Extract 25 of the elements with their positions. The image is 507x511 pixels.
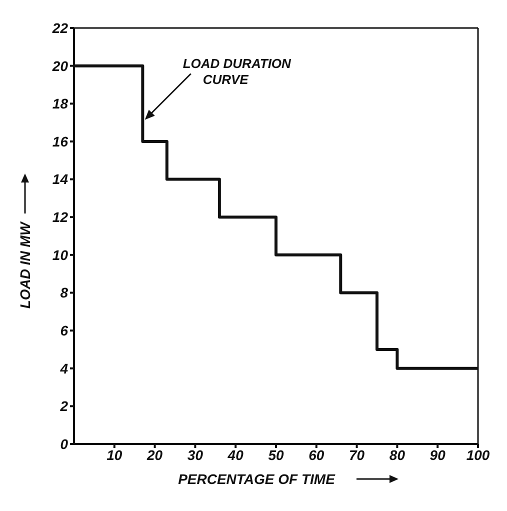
y-tick-label: 0 bbox=[60, 436, 68, 452]
x-tick-label: 90 bbox=[430, 446, 446, 463]
y-tick-label: 4 bbox=[59, 360, 68, 376]
x-tick-label: 100 bbox=[466, 446, 490, 463]
y-tick-label: 18 bbox=[52, 96, 68, 112]
x-tick-label: 60 bbox=[308, 446, 324, 463]
x-tick-label: 80 bbox=[389, 446, 406, 463]
y-tick-label: 22 bbox=[51, 20, 68, 36]
annotation: LOAD DURATION CURVE bbox=[182, 56, 292, 87]
y-tick-label: 12 bbox=[52, 209, 68, 226]
y-tick-label: 14 bbox=[52, 171, 68, 188]
x-tick-label: 50 bbox=[268, 446, 284, 463]
y-tick-label: 16 bbox=[52, 133, 68, 150]
y-tick-label: 20 bbox=[51, 58, 68, 74]
x-tick-label: 10 bbox=[106, 446, 122, 463]
x-tick-label: 30 bbox=[187, 446, 204, 463]
x-axis-title: PERCENTAGE OF TIME bbox=[178, 471, 336, 487]
y-tick-label: 8 bbox=[60, 284, 68, 301]
y-tick-label: 10 bbox=[52, 246, 68, 263]
x-tick-label: 70 bbox=[349, 446, 365, 463]
y-tick-label: 6 bbox=[60, 322, 68, 339]
x-tick-label: 20 bbox=[146, 446, 163, 463]
y-axis-title: LOAD IN MW bbox=[17, 220, 33, 309]
y-tick-label: 2 bbox=[59, 398, 68, 414]
x-tick-label: 40 bbox=[226, 446, 244, 463]
